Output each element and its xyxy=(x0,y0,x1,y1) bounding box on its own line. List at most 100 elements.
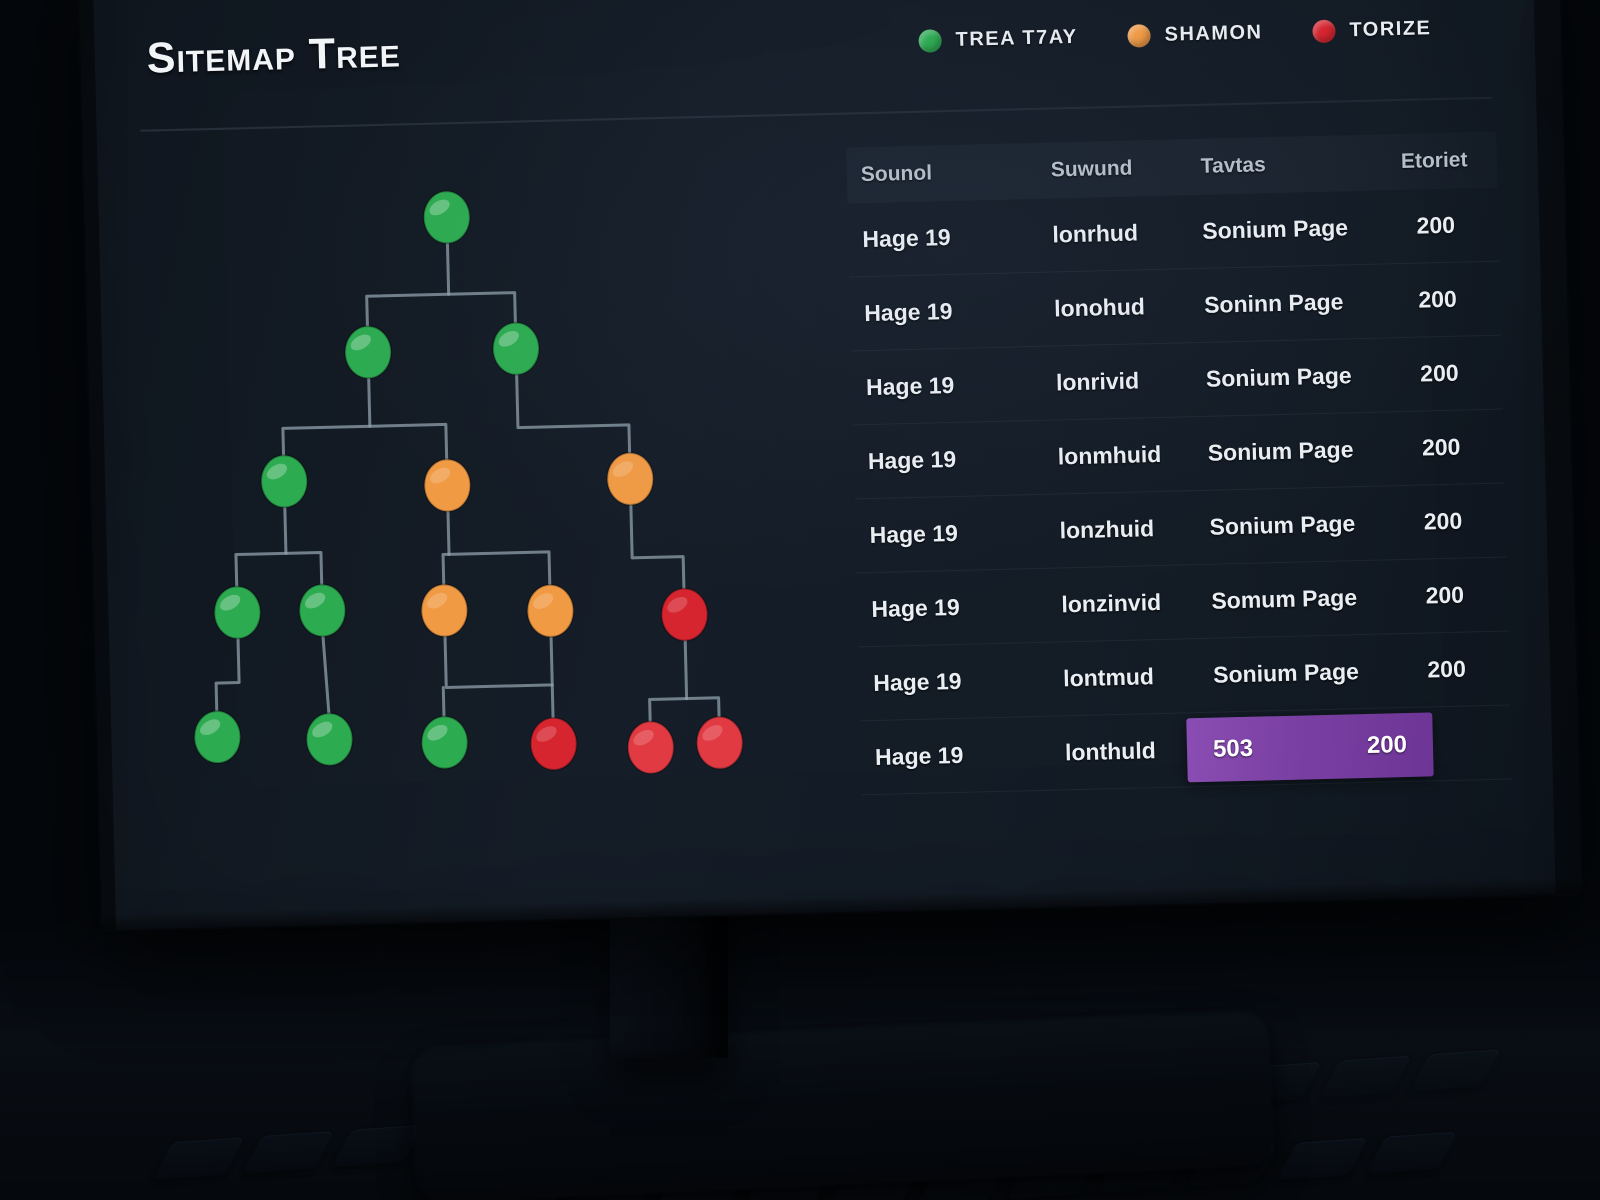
column-header: Etoriet xyxy=(1400,148,1468,173)
status-code-cell: 200 xyxy=(1421,433,1461,461)
column-header: Tavtas xyxy=(1200,153,1267,178)
tree-node-warn[interactable] xyxy=(420,583,469,638)
tree-node-warn[interactable] xyxy=(606,451,655,506)
legend-item-error: TORIZE xyxy=(1312,17,1432,44)
node-highlight xyxy=(633,729,654,746)
legend-label: SHAMON xyxy=(1164,21,1263,46)
column-header: Sounol xyxy=(860,161,933,187)
status-table: Sounol Suwund Tavtas Etoriet Hage 19 lonrhud… xyxy=(846,131,1512,796)
table-cell: lonohud xyxy=(1053,293,1146,322)
tree-connector xyxy=(515,373,632,455)
tree-connector xyxy=(441,686,446,719)
table-cell: Hage 19 xyxy=(867,445,957,475)
table-cell: Hage 19 xyxy=(869,519,959,549)
tree-node-error[interactable] xyxy=(529,716,578,771)
tree-node-ok[interactable] xyxy=(420,715,469,770)
tree-connector xyxy=(283,505,288,555)
table-cell: Hage 19 xyxy=(874,741,964,770)
node-highlight xyxy=(200,719,221,736)
table-cell: lonzhuid xyxy=(1059,515,1155,544)
tree-connector xyxy=(683,639,689,701)
tree-connector xyxy=(550,683,555,720)
tree-node-ok[interactable] xyxy=(344,325,393,380)
node-highlight xyxy=(429,467,451,484)
table-cell: Hage 19 xyxy=(863,297,953,327)
keyboard-key xyxy=(1276,1137,1369,1181)
tree-node-ok[interactable] xyxy=(422,190,471,245)
legend-dot-warn-icon xyxy=(1127,24,1151,48)
status-code-cell: 200 xyxy=(1427,655,1467,683)
tree-connector xyxy=(214,637,241,713)
tree-node-error_light[interactable] xyxy=(626,720,675,775)
error-status-value: 503 xyxy=(1212,734,1254,763)
legend-item-ok: TREA T7AY xyxy=(918,26,1078,53)
node-highlight xyxy=(536,726,557,742)
tree-node-ok[interactable] xyxy=(260,454,309,509)
legend-dot-error-icon xyxy=(1312,19,1336,44)
tree-node-error_light[interactable] xyxy=(695,715,744,770)
keyboard-key xyxy=(1409,1049,1502,1092)
table-cell: Somum Page xyxy=(1211,584,1358,614)
status-code-cell: 200 xyxy=(1366,730,1408,759)
tree-connector xyxy=(441,550,552,587)
table-cell: lonrivid xyxy=(1055,367,1140,396)
table-cell: Hage 19 xyxy=(862,224,951,253)
legend-label: TREA T7AY xyxy=(955,25,1078,51)
status-code-cell: 200 xyxy=(1416,211,1456,239)
tree-connector xyxy=(281,422,449,461)
header-divider xyxy=(140,96,1493,132)
table-cell: Hage 19 xyxy=(865,371,955,401)
tree-connector xyxy=(445,241,451,296)
table-cell: lonzinvid xyxy=(1061,588,1162,618)
tree-connector xyxy=(629,503,686,591)
legend-dot-ok-icon xyxy=(918,29,942,53)
tree-connector xyxy=(446,509,451,556)
table-cell: Sonium Page xyxy=(1209,510,1356,540)
keyboard-key xyxy=(1319,1055,1412,1099)
table-cell: Sonium Page xyxy=(1202,214,1349,244)
table-cell: Sonium Page xyxy=(1207,436,1354,466)
status-code-cell: 200 xyxy=(1419,359,1459,387)
table-cell: Hage 19 xyxy=(871,593,960,623)
tree-node-ok[interactable] xyxy=(492,321,541,376)
status-code-cell: 200 xyxy=(1423,507,1463,535)
monitor-bezel-left xyxy=(78,0,117,930)
status-highlight-cell[interactable]: 503 200 xyxy=(1186,711,1434,782)
keyboard-key xyxy=(1366,1131,1458,1174)
table-cell: lontmud xyxy=(1062,663,1155,692)
node-highlight xyxy=(220,594,241,611)
legend: TREA T7AY SHAMON TORIZE xyxy=(918,17,1432,53)
table-cell: Soninn Page xyxy=(1203,288,1344,318)
table-body: Hage 19 lonrhud Sonium Page 200 Hage 19 lonoh… xyxy=(847,187,1512,796)
tree-node-warn[interactable] xyxy=(423,458,472,513)
tree-node-ok[interactable] xyxy=(213,585,262,640)
page-title: Sitemap Tree xyxy=(146,28,402,83)
tree-node-ok[interactable] xyxy=(305,712,354,767)
tree-node-ok[interactable] xyxy=(193,710,242,765)
status-code-cell: 200 xyxy=(1425,581,1465,609)
monitor-screen: Sitemap Tree TREA T7AY SHAMON TORIZE Souno… xyxy=(78,0,1582,930)
keyboard-key xyxy=(242,1131,335,1174)
node-highlight xyxy=(266,463,288,480)
node-highlight xyxy=(350,334,371,351)
legend-label: TORIZE xyxy=(1349,17,1432,42)
node-highlight xyxy=(498,330,519,347)
sitemap-tree-svg xyxy=(193,190,744,775)
tree-connector xyxy=(234,550,324,589)
node-highlight xyxy=(312,721,333,738)
status-code-cell: 200 xyxy=(1418,285,1458,313)
node-highlight xyxy=(429,199,450,216)
tree-node-error[interactable] xyxy=(660,587,709,642)
node-highlight xyxy=(612,461,634,477)
table-row[interactable]: Hage 19 lonthuld 503 200 xyxy=(860,705,1512,796)
column-header: Suwund xyxy=(1050,156,1133,182)
node-highlight xyxy=(533,593,554,609)
legend-item-warn: SHAMON xyxy=(1127,21,1263,48)
tree-connector xyxy=(321,634,331,715)
table-cell: Sonium Page xyxy=(1212,658,1360,688)
tree-connector xyxy=(443,634,554,689)
tree-node-warn[interactable] xyxy=(526,583,575,638)
tree-node-ok[interactable] xyxy=(298,583,347,638)
table-cell: lonrhud xyxy=(1052,219,1139,248)
